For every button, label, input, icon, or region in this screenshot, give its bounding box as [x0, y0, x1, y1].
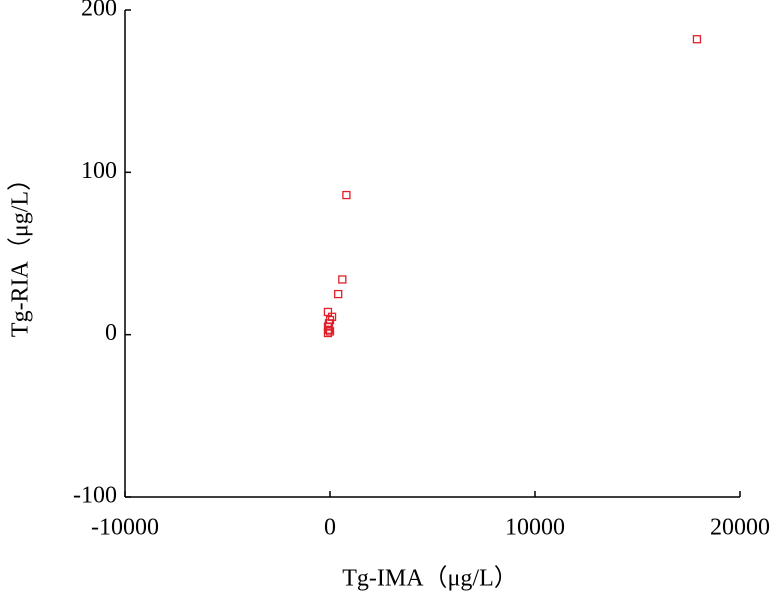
y-axis-label: Tg-RIA（μg/L） [8, 167, 34, 337]
x-tick-label: -10000 [91, 515, 159, 541]
x-tick-label: 10000 [505, 515, 565, 541]
y-tick-label: 0 [105, 320, 117, 346]
point [338, 275, 347, 284]
x-axis-label: Tg-IMA（μg/L） [342, 566, 518, 592]
y-tick-label: 200 [81, 0, 117, 22]
point [323, 328, 333, 338]
point [692, 35, 702, 44]
y-tick-label: -100 [73, 483, 117, 509]
y-tick-label: 100 [81, 158, 117, 184]
point [334, 289, 343, 299]
x-tick-label: 20000 [710, 515, 770, 541]
point [325, 327, 335, 336]
point [342, 190, 351, 200]
x-tick-label: 0 [324, 515, 336, 541]
